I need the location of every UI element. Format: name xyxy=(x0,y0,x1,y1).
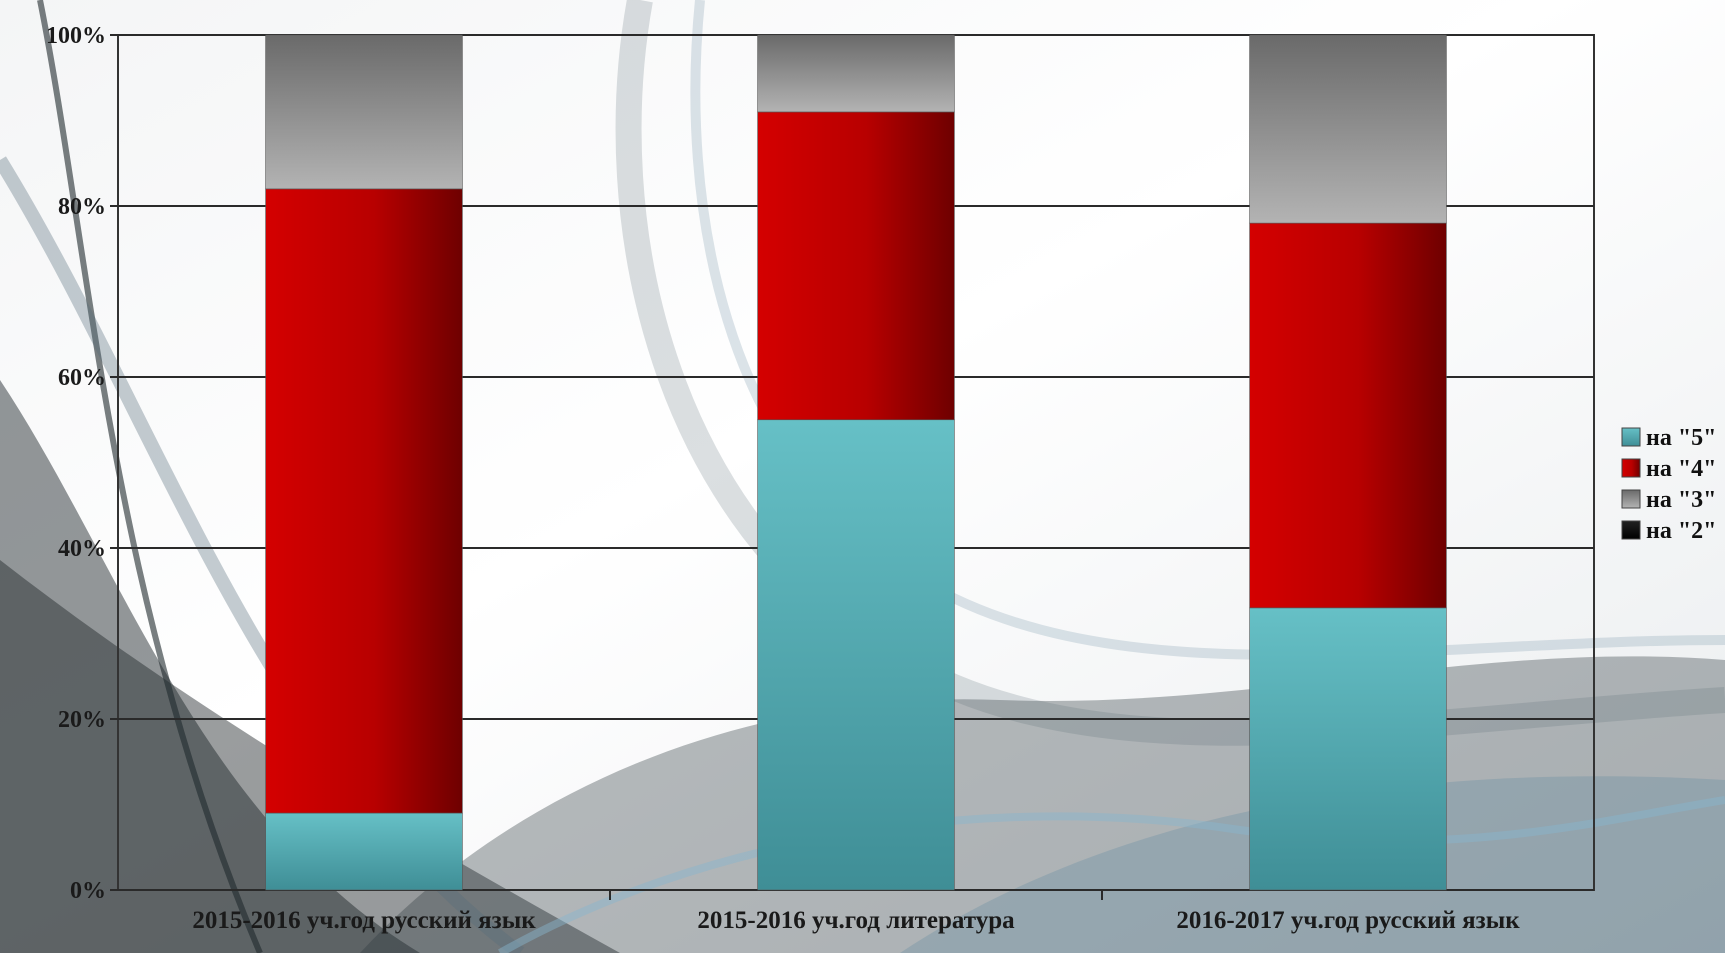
bar-segment xyxy=(757,419,955,891)
bar-segment xyxy=(757,111,955,421)
x-tick-label: 2016-2017 уч.год русский язык xyxy=(1176,907,1520,934)
legend-swatch xyxy=(1621,489,1641,509)
y-tick-label: 80% xyxy=(58,194,106,220)
legend-label: на "2" xyxy=(1646,518,1716,544)
legend-swatch xyxy=(1621,520,1641,540)
legend: на "5" на "4" на "3" на "2" xyxy=(1621,425,1716,544)
legend-swatch xyxy=(1621,427,1641,447)
x-tick-label: 2015-2016 уч.год литература xyxy=(697,907,1015,934)
y-tick-label: 0% xyxy=(70,878,106,904)
bar-segment xyxy=(265,812,463,891)
y-tick-label: 20% xyxy=(58,707,106,733)
bars xyxy=(265,34,1447,891)
bar-segment xyxy=(1249,607,1447,891)
legend-label: на "3" xyxy=(1646,487,1716,513)
bar-segment xyxy=(1249,222,1447,609)
bar-segment xyxy=(1249,34,1447,224)
legend-swatch xyxy=(1621,458,1641,478)
y-tick-label: 40% xyxy=(58,536,106,562)
y-tick-label: 60% xyxy=(58,365,106,391)
bar-segment xyxy=(265,188,463,814)
bar-segment xyxy=(757,34,955,113)
legend-label: на "5" xyxy=(1646,425,1716,451)
legend-label: на "4" xyxy=(1646,456,1716,482)
x-axis: 2015-2016 уч.год русский язык 2015-2016 у… xyxy=(192,890,1520,934)
x-tick-label: 2015-2016 уч.год русский язык xyxy=(192,907,536,934)
y-tick-label: 100% xyxy=(46,23,106,49)
y-axis: 0% 20% 40% 60% 80% 100% xyxy=(46,23,118,904)
bar-segment xyxy=(265,34,463,190)
